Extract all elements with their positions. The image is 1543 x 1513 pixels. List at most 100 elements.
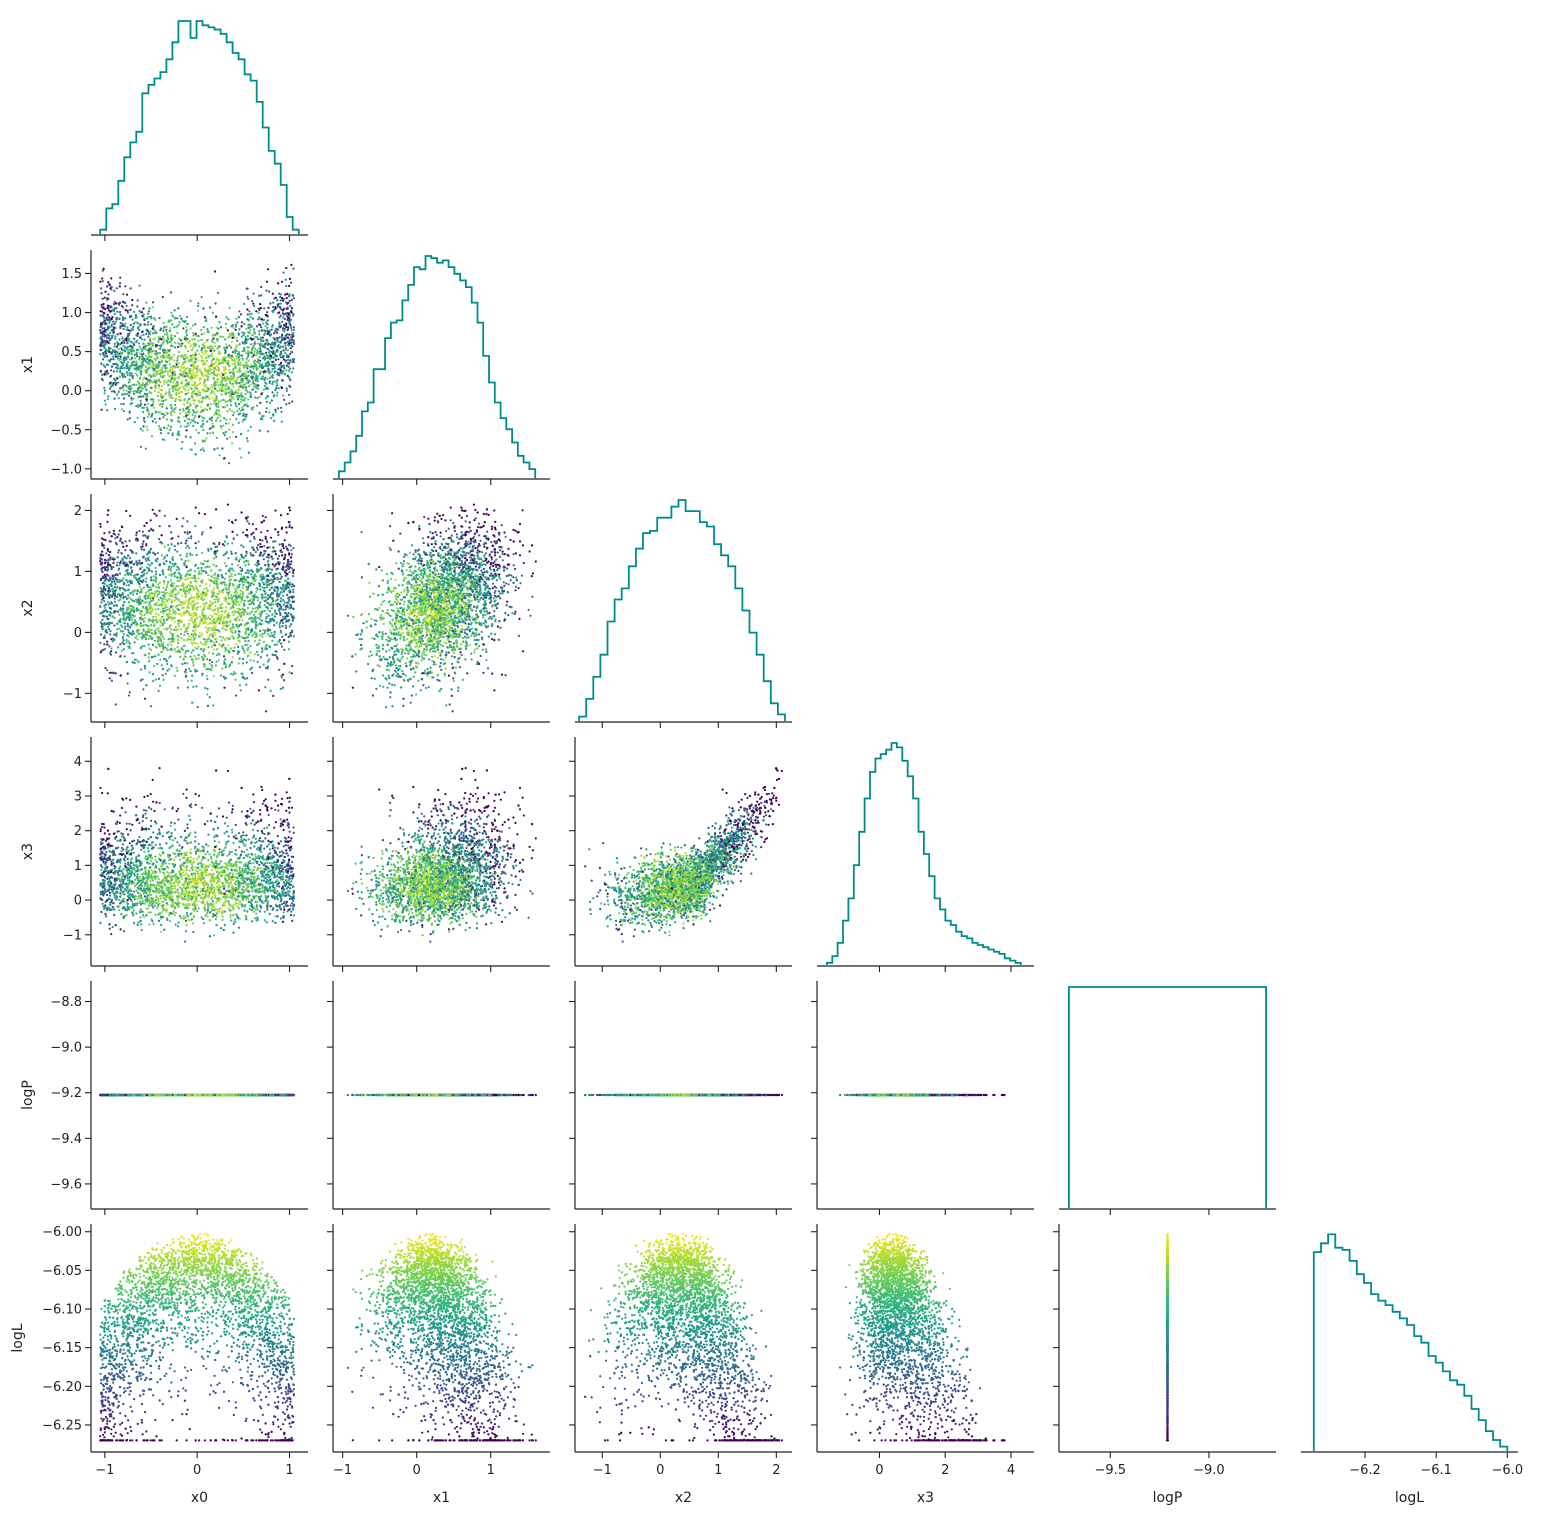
- scatter-point: [213, 369, 215, 371]
- scatter-point: [233, 327, 235, 329]
- scatter-point: [145, 389, 147, 391]
- scatter-point: [171, 356, 173, 358]
- scatter-point: [174, 309, 176, 311]
- scatter-point: [140, 348, 142, 350]
- scatter-point: [203, 326, 205, 328]
- scatter-point: [201, 339, 203, 341]
- scatter-point: [243, 303, 245, 305]
- scatter-point: [118, 397, 120, 399]
- scatter-point: [225, 323, 227, 325]
- scatter-point: [275, 297, 277, 299]
- scatter-point: [224, 385, 226, 387]
- scatter-point: [123, 397, 125, 399]
- scatter-point: [251, 349, 253, 351]
- scatter-point: [231, 442, 233, 444]
- scatter-point: [271, 329, 273, 331]
- scatter-point: [185, 436, 187, 438]
- scatter-point: [228, 354, 230, 356]
- scatter-point: [282, 316, 284, 318]
- scatter-point: [258, 324, 260, 326]
- scatter-point: [217, 327, 219, 329]
- scatter-point: [202, 383, 204, 385]
- scatter-point: [228, 392, 230, 394]
- scatter-point: [290, 347, 292, 349]
- scatter-point: [178, 420, 180, 422]
- scatter-point: [236, 321, 238, 323]
- scatter-point: [161, 361, 163, 363]
- scatter-point: [100, 363, 102, 365]
- scatter-point: [116, 311, 118, 313]
- scatter-point: [211, 327, 213, 329]
- scatter-point: [127, 374, 129, 376]
- scatter-point: [268, 290, 270, 292]
- scatter-point: [115, 321, 117, 323]
- scatter-point: [207, 372, 209, 374]
- scatter-point: [113, 290, 115, 292]
- scatter-point: [107, 314, 109, 316]
- scatter-point: [177, 307, 179, 309]
- scatter-point: [170, 381, 172, 383]
- scatter-point: [211, 363, 213, 365]
- scatter-point: [257, 338, 259, 340]
- scatter-point: [156, 352, 158, 354]
- scatter-point: [214, 398, 216, 400]
- scatter-point: [207, 339, 209, 341]
- scatter-point: [206, 360, 208, 362]
- scatter-point: [142, 353, 144, 355]
- scatter-point: [127, 361, 129, 363]
- scatter-point: [203, 450, 205, 452]
- scatter-point: [194, 382, 196, 384]
- scatter-point: [162, 296, 164, 298]
- scatter-point: [226, 316, 228, 318]
- scatter-point: [152, 306, 154, 308]
- scatter-point: [131, 402, 133, 404]
- scatter-point: [226, 410, 228, 412]
- scatter-point: [205, 384, 207, 386]
- scatter-point: [180, 386, 182, 388]
- scatter-point: [247, 338, 249, 340]
- scatter-point: [291, 371, 293, 373]
- scatter-point: [118, 339, 120, 341]
- scatter-point: [137, 322, 139, 324]
- scatter-point: [200, 329, 202, 331]
- scatter-point: [127, 310, 129, 312]
- scatter-point: [280, 299, 282, 301]
- scatter-point: [254, 396, 256, 398]
- scatter-point: [135, 405, 137, 407]
- scatter-point: [104, 291, 106, 293]
- scatter-point: [228, 345, 230, 347]
- scatter-point: [243, 350, 245, 352]
- scatter-point: [256, 325, 258, 327]
- scatter-point: [192, 324, 194, 326]
- scatter-point: [195, 429, 197, 431]
- scatter-point: [285, 369, 287, 371]
- scatter-point: [129, 379, 131, 381]
- scatter-point: [264, 359, 266, 361]
- scatter-point: [229, 356, 231, 358]
- scatter-point: [182, 327, 184, 329]
- scatter-point: [105, 322, 107, 324]
- scatter-point: [260, 307, 262, 309]
- scatter-point: [162, 343, 164, 345]
- scatter-point: [124, 359, 126, 361]
- scatter-point: [249, 391, 251, 393]
- scatter-point: [118, 390, 120, 392]
- panel-x0-x0: [91, 21, 308, 241]
- scatter-point: [182, 408, 184, 410]
- scatter-point: [133, 338, 135, 340]
- scatter-point: [276, 299, 278, 301]
- scatter-point: [259, 360, 261, 362]
- scatter-point: [217, 346, 219, 348]
- scatter-point: [193, 334, 195, 336]
- scatter-point: [280, 303, 282, 305]
- scatter-point: [188, 381, 190, 383]
- scatter-point: [135, 334, 137, 336]
- scatter-point: [258, 295, 260, 297]
- scatter-point: [158, 317, 160, 319]
- scatter-point: [203, 372, 205, 374]
- scatter-point: [252, 334, 254, 336]
- scatter-point: [147, 403, 149, 405]
- scatter-point: [229, 418, 231, 420]
- scatter-point: [213, 372, 215, 374]
